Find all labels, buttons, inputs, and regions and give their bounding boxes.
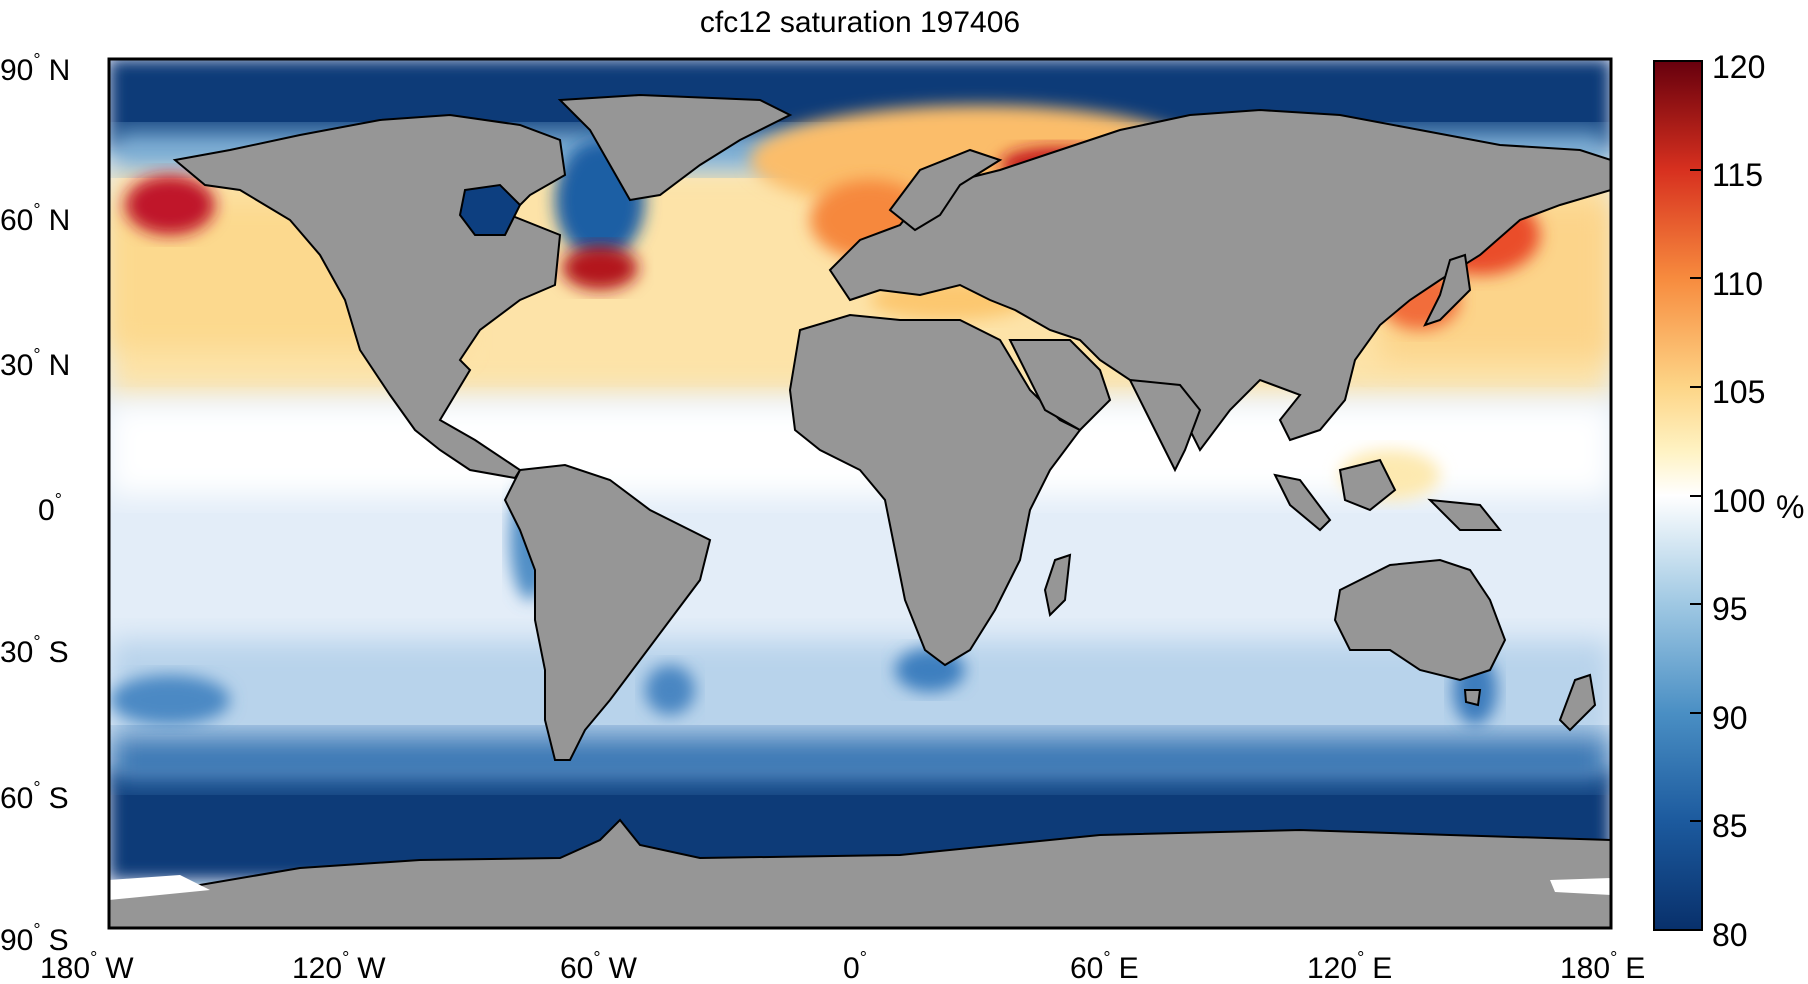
land-australia xyxy=(1333,558,1507,682)
lat-tick-60n: 60° N xyxy=(0,200,70,237)
southern-mid-band xyxy=(109,640,1611,750)
lat-tick-30n: 30° N xyxy=(0,345,70,382)
lat-tick-60s: 60° S xyxy=(0,778,69,815)
lon-tick-120e: 120° E xyxy=(1307,948,1392,984)
land-arabia xyxy=(1008,339,1112,432)
figure-title: cfc12 saturation 197406 xyxy=(700,6,1020,39)
land-sumatra xyxy=(1273,473,1332,532)
hudson-bay xyxy=(458,183,522,236)
colorbar-unit-label: % xyxy=(1776,489,1804,525)
longitude-axis: 180° W 120° W 60° W 0° 60° E 120° E 180° E xyxy=(40,948,1645,984)
map-frame xyxy=(107,57,1613,930)
latitude-axis: 90° N 60° N 30° N 0° 30° S 60° S 90° S xyxy=(0,50,70,957)
south-pacific-blue xyxy=(110,675,230,725)
map-panel xyxy=(109,59,1611,928)
antarctic-ice-shelf-left xyxy=(109,875,210,900)
lon-tick-60e: 60° E xyxy=(1070,948,1139,984)
land-india xyxy=(1128,378,1202,473)
land-japan xyxy=(1423,253,1472,327)
cbar-tick-95: 95 xyxy=(1712,591,1748,627)
land-layer xyxy=(109,93,1611,928)
land-africa xyxy=(788,313,1082,667)
cbar-tick-110: 110 xyxy=(1712,266,1763,302)
land-scandinavia xyxy=(888,148,1003,232)
lat-tick-90n: 90° N xyxy=(0,50,70,87)
cbar-tick-90: 90 xyxy=(1712,700,1748,736)
colorbar: 120 115 110 105 100 95 90 85 80 % xyxy=(1653,49,1804,953)
land-antarctica xyxy=(109,818,1611,928)
lat-tick-30s: 30° S xyxy=(0,632,69,669)
lon-tick-60w: 60° W xyxy=(560,948,638,984)
cbar-tick-120: 120 xyxy=(1712,49,1765,85)
southern-ocean-mid xyxy=(109,735,1611,785)
lon-tick-120w: 120° W xyxy=(292,948,386,984)
cbar-tick-80: 80 xyxy=(1712,917,1748,953)
land-south-america xyxy=(503,463,712,761)
land-eurasia xyxy=(828,108,1611,452)
lat-tick-0: 0° xyxy=(38,490,62,527)
cbar-tick-115: 115 xyxy=(1712,157,1763,193)
gulf-of-alaska-hot xyxy=(125,175,215,235)
lon-tick-0: 0° xyxy=(843,948,867,984)
lon-tick-180w: 180° W xyxy=(40,948,134,984)
lat-tick-90s: 90° S xyxy=(0,920,69,957)
land-borneo xyxy=(1338,458,1397,512)
cbar-tick-85: 85 xyxy=(1712,808,1748,844)
land-tasmania xyxy=(1463,689,1482,707)
land-new-guinea xyxy=(1427,498,1503,531)
south-atlantic-blue xyxy=(645,665,695,715)
colorbar-tick-marks xyxy=(1690,60,1702,931)
land-madagascar xyxy=(1043,553,1072,618)
lon-tick-180e: 180° E xyxy=(1560,948,1645,984)
land-greenland xyxy=(557,93,793,202)
antarctic-ice-shelf-right xyxy=(1550,878,1611,895)
cbar-tick-100: 100 xyxy=(1712,483,1765,519)
colorbar-tick-labels: 120 115 110 105 100 95 90 85 80 xyxy=(1712,49,1765,953)
land-new-zealand xyxy=(1558,673,1597,732)
cbar-tick-105: 105 xyxy=(1712,374,1765,410)
gulf-st-lawrence-hot xyxy=(562,246,638,290)
